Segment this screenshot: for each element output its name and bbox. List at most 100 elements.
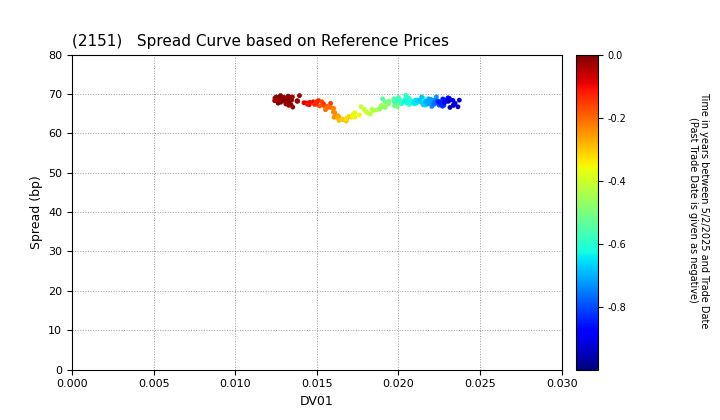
Point	[341, 118, 352, 124]
Text: (2151)   Spread Curve based on Reference Prices: (2151) Spread Curve based on Reference P…	[72, 34, 449, 49]
Point	[292, 98, 304, 105]
Point	[429, 99, 441, 106]
Point	[379, 99, 391, 105]
Point	[379, 104, 390, 110]
Point	[398, 98, 410, 105]
Point	[420, 99, 431, 105]
Point	[282, 93, 294, 100]
Point	[423, 96, 435, 103]
Point	[391, 100, 402, 106]
Point	[402, 96, 413, 103]
Point	[376, 102, 387, 109]
Point	[427, 100, 438, 106]
Point	[318, 100, 329, 107]
Point	[283, 98, 294, 105]
Point	[425, 96, 436, 103]
Point	[414, 97, 426, 104]
Point	[397, 99, 408, 105]
Point	[405, 100, 416, 107]
Point	[410, 97, 421, 104]
Point	[325, 104, 337, 111]
Point	[280, 101, 292, 108]
Point	[349, 114, 361, 121]
Point	[405, 97, 417, 104]
Point	[422, 100, 433, 107]
Point	[430, 99, 441, 106]
Text: Time in years between 5/2/2025 and Trade Date
(Past Trade Date is given as negat: Time in years between 5/2/2025 and Trade…	[688, 92, 709, 328]
Point	[282, 100, 294, 106]
Point	[452, 103, 464, 110]
Point	[392, 103, 403, 110]
Point	[437, 100, 449, 106]
Point	[420, 98, 432, 105]
Point	[447, 97, 459, 104]
Point	[284, 94, 296, 100]
Point	[304, 99, 315, 106]
Point	[367, 107, 379, 114]
Point	[341, 116, 353, 122]
Point	[433, 102, 445, 108]
Point	[274, 94, 285, 101]
Point	[426, 103, 438, 110]
Point	[285, 101, 297, 108]
Point	[279, 97, 290, 104]
Point	[400, 92, 412, 99]
Point	[309, 101, 320, 108]
Point	[320, 106, 331, 113]
Point	[428, 98, 440, 105]
Point	[423, 95, 434, 102]
Point	[438, 102, 450, 109]
Point	[323, 104, 334, 111]
Point	[274, 97, 286, 103]
Point	[400, 95, 411, 102]
Point	[429, 96, 441, 103]
Point	[281, 96, 292, 103]
Point	[300, 100, 312, 106]
Point	[330, 113, 342, 119]
Point	[431, 98, 443, 105]
Point	[436, 103, 448, 110]
Point	[400, 100, 412, 106]
Point	[390, 96, 401, 103]
Point	[280, 99, 292, 105]
Point	[271, 94, 282, 100]
Point	[408, 100, 420, 107]
Point	[364, 111, 376, 118]
Point	[435, 99, 446, 105]
Point	[304, 101, 315, 108]
Point	[283, 96, 294, 103]
Point	[318, 102, 330, 109]
Point	[376, 104, 387, 110]
Point	[383, 98, 395, 105]
Point	[278, 95, 289, 102]
Y-axis label: Spread (bp): Spread (bp)	[30, 175, 42, 249]
Point	[359, 106, 370, 113]
Point	[348, 110, 359, 117]
Point	[388, 95, 400, 102]
Point	[375, 103, 387, 110]
Point	[454, 97, 465, 103]
Point	[331, 114, 343, 121]
Point	[389, 99, 400, 105]
Point	[423, 98, 434, 105]
Point	[426, 97, 438, 104]
Point	[307, 98, 319, 105]
Point	[349, 110, 361, 116]
Point	[404, 96, 415, 103]
Point	[346, 112, 358, 119]
Point	[333, 113, 344, 119]
Point	[441, 98, 452, 105]
Point	[360, 108, 372, 115]
Point	[275, 99, 287, 105]
Point	[415, 99, 427, 106]
Point	[408, 100, 420, 107]
Point	[287, 104, 299, 110]
Point	[282, 97, 293, 103]
Point	[310, 99, 322, 105]
Point	[394, 97, 405, 104]
Point	[374, 105, 386, 112]
Point	[361, 109, 373, 116]
X-axis label: DV01: DV01	[300, 395, 333, 408]
Point	[320, 105, 332, 112]
Point	[312, 97, 324, 104]
